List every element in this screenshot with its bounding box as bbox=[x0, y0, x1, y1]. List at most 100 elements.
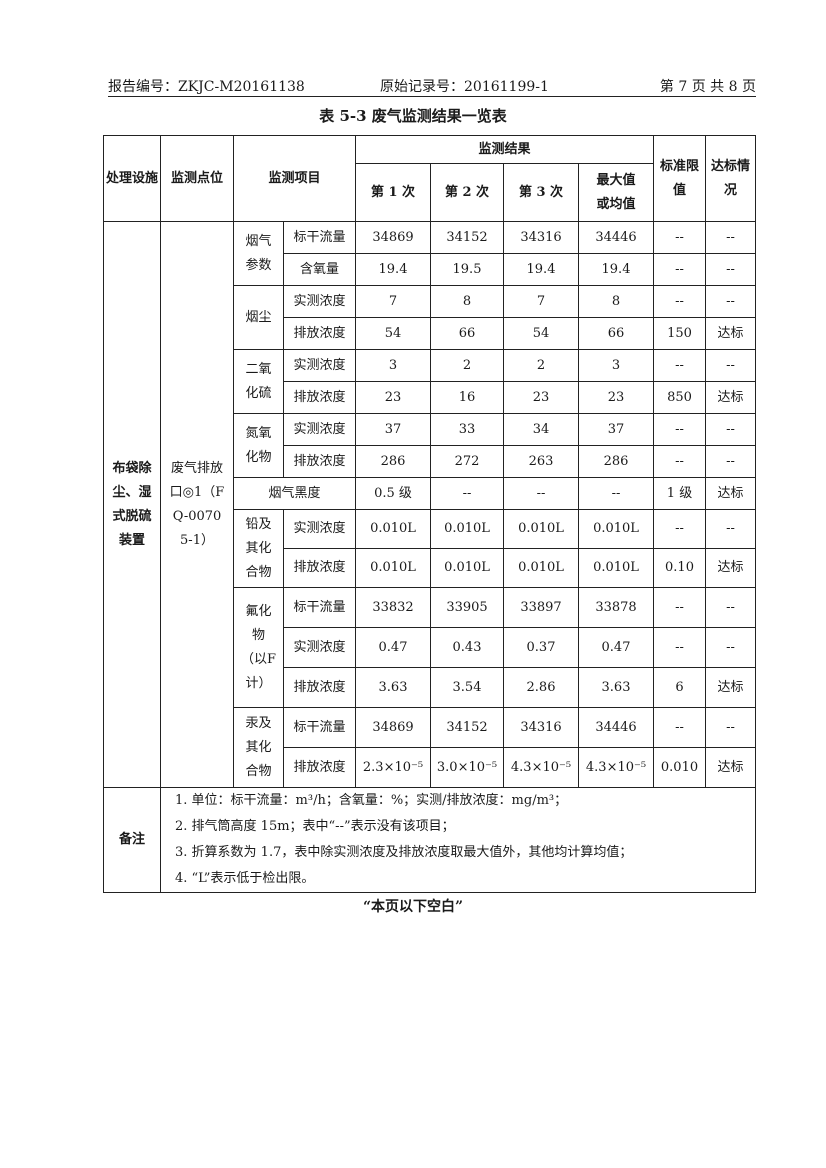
result-value: 34869 bbox=[355, 221, 431, 254]
result-value: 34446 bbox=[578, 707, 654, 748]
limit-value: -- bbox=[653, 707, 706, 748]
item-name: 标干流量 bbox=[283, 707, 356, 748]
table-row: 含氧量 19.4 19.5 19.4 19.4 -- -- bbox=[104, 253, 756, 286]
status-value: -- bbox=[705, 587, 756, 628]
status-value: -- bbox=[705, 445, 756, 478]
status-value: 达标 bbox=[705, 548, 756, 588]
result-value: 0.010L bbox=[355, 509, 431, 549]
table-row: 烟尘 实测浓度 7 8 7 8 -- -- bbox=[104, 285, 756, 350]
col-item: 监测项目 bbox=[233, 135, 356, 222]
item-name: 实测浓度 bbox=[283, 285, 356, 318]
limit-value: -- bbox=[653, 221, 706, 254]
result-value: 3 bbox=[578, 349, 654, 382]
result-value: 33897 bbox=[503, 587, 579, 628]
status-value: -- bbox=[705, 627, 756, 668]
result-value: 16 bbox=[430, 381, 504, 414]
table-title: 表 5-3 废气监测结果一览表 bbox=[319, 107, 507, 125]
col-max-avg: 最大值或均值 bbox=[578, 163, 654, 222]
table-row: 铅及其化合物 实测浓度 0.010L 0.010L 0.010L 0.010L -- -- bbox=[104, 509, 756, 588]
item-group: 铅及其化合物 bbox=[233, 509, 284, 588]
note-item: 4. “L”表示低于检出限。 bbox=[175, 871, 315, 886]
table-row: 实测浓度 0.47 0.43 0.37 0.47 -- -- bbox=[104, 627, 756, 668]
result-value: 23 bbox=[578, 381, 654, 414]
status-value: -- bbox=[705, 349, 756, 382]
result-value: 3.54 bbox=[430, 667, 504, 708]
result-value: 263 bbox=[503, 445, 579, 478]
limit-value: -- bbox=[653, 413, 706, 446]
result-value: 272 bbox=[430, 445, 504, 478]
result-value: 286 bbox=[578, 445, 654, 478]
status-value: -- bbox=[705, 253, 756, 286]
limit-value: -- bbox=[653, 285, 706, 318]
result-value: 34152 bbox=[430, 707, 504, 748]
report-number: 报告编号：ZKJC-M20161138 bbox=[108, 79, 305, 95]
result-value: 37 bbox=[578, 413, 654, 446]
table-row: 排放浓度 3.63 3.54 2.86 3.63 6 达标 bbox=[104, 667, 756, 708]
result-value: 19.4 bbox=[578, 253, 654, 286]
result-value: 33832 bbox=[355, 587, 431, 628]
table-row: 布袋除尘、湿式脱硫装置 废气排放口◎1（FQ-00705-1） 烟气参数 标干流量 34… bbox=[103, 221, 756, 788]
note-item: 1. 单位：标干流量：m³/h；含氧量：%；实测/排放浓度：mg/m³； bbox=[175, 793, 568, 808]
result-value: 7 bbox=[503, 285, 579, 318]
result-value: 33 bbox=[430, 413, 504, 446]
result-value: 33905 bbox=[430, 587, 504, 628]
item-name: 含氧量 bbox=[283, 253, 356, 286]
item-group: 烟尘 bbox=[233, 285, 284, 350]
result-value: 0.010L bbox=[503, 548, 579, 588]
limit-value: -- bbox=[653, 509, 706, 549]
page-header: 报告编号：ZKJC-M20161138 原始记录号：20161199-1 第 7… bbox=[108, 76, 756, 97]
table-row: 氟化物（以F计） 标干流量 33832 33905 33897 33878 -- -- bbox=[104, 587, 756, 708]
table-row: 氮氧化物 实测浓度 37 33 34 37 -- -- bbox=[104, 413, 756, 478]
status-value: 达标 bbox=[705, 747, 756, 788]
item-name: 实测浓度 bbox=[283, 627, 356, 668]
item-group: 氮氧化物 bbox=[233, 413, 284, 478]
result-value: 0.010L bbox=[430, 548, 504, 588]
result-value: 54 bbox=[503, 317, 579, 350]
col-results: 监测结果 bbox=[355, 135, 654, 164]
result-value: 0.010L bbox=[355, 548, 431, 588]
table-row: 排放浓度 286 272 263 286 -- -- bbox=[104, 445, 756, 478]
result-value: 34446 bbox=[578, 221, 654, 254]
result-value: 0.47 bbox=[578, 627, 654, 668]
limit-value: -- bbox=[653, 349, 706, 382]
result-value: 3.63 bbox=[355, 667, 431, 708]
status-value: -- bbox=[705, 707, 756, 748]
limit-value: -- bbox=[653, 587, 706, 628]
status-value: 达标 bbox=[705, 317, 756, 350]
result-value: 54 bbox=[355, 317, 431, 350]
result-value: 34869 bbox=[355, 707, 431, 748]
page-number: 第 7 页 共 8 页 bbox=[659, 79, 756, 95]
limit-value: -- bbox=[653, 253, 706, 286]
result-value: -- bbox=[503, 477, 579, 510]
notes-content: 1. 单位：标干流量：m³/h；含氧量：%；实测/排放浓度：mg/m³； 2. 排… bbox=[160, 787, 756, 893]
result-value: 286 bbox=[355, 445, 431, 478]
facility-cell: 布袋除尘、湿式脱硫装置 bbox=[103, 221, 161, 788]
item-name: 排放浓度 bbox=[283, 381, 356, 414]
col-run2: 第 2 次 bbox=[430, 163, 504, 222]
item-name: 排放浓度 bbox=[283, 747, 356, 788]
item-name: 实测浓度 bbox=[283, 349, 356, 382]
result-value: 0.010L bbox=[578, 509, 654, 549]
table-row: 排放浓度 23 16 23 23 850 达标 bbox=[104, 381, 756, 414]
result-value: 0.37 bbox=[503, 627, 579, 668]
result-value: 7 bbox=[355, 285, 431, 318]
note-item: 2. 排气筒高度 15m；表中“--”表示没有该项目； bbox=[175, 819, 455, 834]
status-value: -- bbox=[705, 221, 756, 254]
status-value: -- bbox=[705, 413, 756, 446]
col-run1: 第 1 次 bbox=[355, 163, 431, 222]
item-name: 实测浓度 bbox=[283, 509, 356, 549]
item-name: 排放浓度 bbox=[283, 445, 356, 478]
result-value: 37 bbox=[355, 413, 431, 446]
item-group: 烟气参数 bbox=[233, 221, 284, 286]
result-value: 23 bbox=[503, 381, 579, 414]
result-value: 8 bbox=[430, 285, 504, 318]
status-value: 达标 bbox=[705, 667, 756, 708]
result-value: 66 bbox=[578, 317, 654, 350]
limit-value: 6 bbox=[653, 667, 706, 708]
result-value: 23 bbox=[355, 381, 431, 414]
result-value: 2 bbox=[503, 349, 579, 382]
result-value: 2.86 bbox=[503, 667, 579, 708]
result-value: -- bbox=[430, 477, 504, 510]
status-value: -- bbox=[705, 285, 756, 318]
item-name: 实测浓度 bbox=[283, 413, 356, 446]
